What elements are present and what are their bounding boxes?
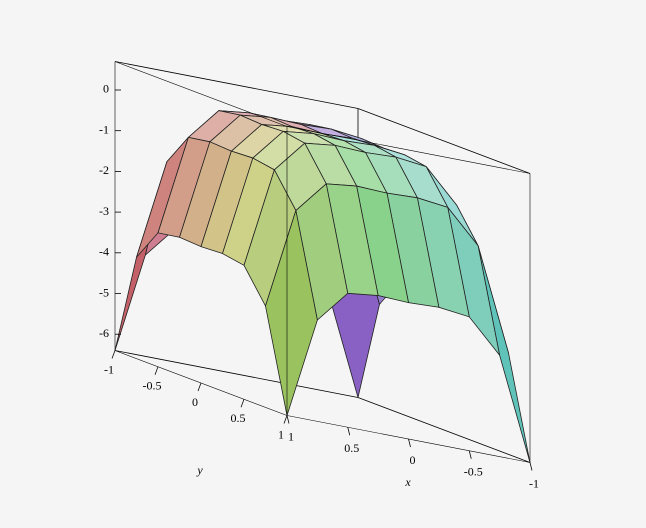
x-tick-label: -0.5 [464, 465, 483, 479]
x-tick [468, 450, 472, 459]
y-tick [111, 350, 116, 359]
box-edge [114, 61, 288, 127]
x-tick [408, 438, 411, 448]
z-tick-label: -2 [99, 163, 109, 177]
box-edge [357, 108, 531, 174]
y-tick-label: 1 [278, 427, 284, 441]
z-tick-label: -3 [99, 204, 109, 218]
y-tick [240, 399, 245, 408]
y-tick-label: -0.5 [143, 379, 162, 393]
z-tick-label: -1 [99, 122, 109, 136]
box-edge [114, 61, 359, 109]
y-tick-label: -1 [104, 362, 114, 376]
x-tick-label: 0 [410, 453, 416, 467]
surface-patch [477, 245, 531, 463]
x-tick [529, 462, 533, 471]
y-axis-label: y [196, 463, 203, 477]
x-tick-label: -1 [529, 476, 539, 490]
y-tick [197, 382, 202, 392]
box-edge [286, 126, 531, 174]
box-edge [114, 350, 359, 398]
y-tick [154, 366, 159, 375]
z-tick-label: -5 [99, 285, 109, 299]
x-tick [286, 415, 290, 424]
box-edge [357, 397, 531, 463]
x-tick-label: 0.5 [344, 441, 359, 455]
y-tick-label: 0 [192, 395, 198, 409]
z-tick-label: 0 [103, 82, 109, 96]
y-tick [283, 415, 288, 424]
z-tick-label: -6 [99, 326, 109, 340]
x-axis-label: x [404, 475, 411, 489]
x-tick-label: 1 [288, 429, 294, 443]
y-tick-label: 0.5 [231, 411, 246, 425]
x-tick [347, 427, 351, 436]
z-tick-label: -4 [99, 245, 109, 259]
